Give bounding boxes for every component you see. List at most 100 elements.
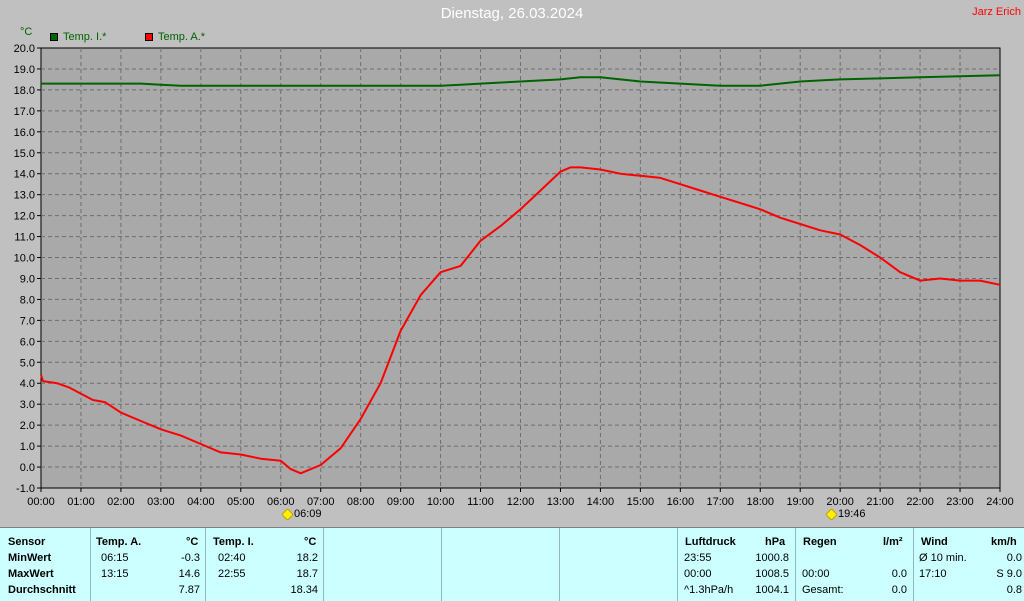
x-tick-label: 06:00 <box>267 496 295 508</box>
divider <box>677 528 678 601</box>
x-tick-label: 02:00 <box>107 496 135 508</box>
x-tick-label: 19:00 <box>786 496 814 508</box>
stats-cell-ti-time: 22:55 <box>218 568 246 580</box>
divider <box>323 528 324 601</box>
header-temp-a-unit: °C <box>186 536 199 548</box>
x-tick-label: 07:00 <box>307 496 335 508</box>
legend-label: Temp. I.* <box>63 31 107 43</box>
stats-cell-ti-val: 18.7 <box>296 568 318 580</box>
y-tick-label: 15.0 <box>14 148 35 160</box>
y-tick-label: -1.0 <box>16 483 35 495</box>
y-unit-label: °C <box>20 26 33 38</box>
header-temp-i: Temp. I. <box>213 536 254 548</box>
stats-cell-r-val: 0.0 <box>891 584 907 596</box>
stats-cell-p-time: 23:55 <box>684 552 712 564</box>
x-tick-label: 15:00 <box>627 496 655 508</box>
series-line-temp-i <box>41 74 1001 87</box>
stats-cell-p-time: ^1.3hPa/h <box>684 584 734 596</box>
stats-cell-p-val: 1008.5 <box>755 568 789 580</box>
stats-cell-r-time: Gesamt: <box>802 584 844 596</box>
x-tick-label: 05:00 <box>227 496 255 508</box>
grid <box>41 48 1000 488</box>
stats-table: Sensor Temp. A. °C Temp. I. °C Luftdruck… <box>0 527 1024 601</box>
divider <box>205 528 206 601</box>
y-tick-label: 0.0 <box>20 462 35 474</box>
sunset-time: 19:46 <box>838 508 866 520</box>
y-tick-label: 8.0 <box>20 294 35 306</box>
stats-cell-ta-val: -0.3 <box>181 552 200 564</box>
header-luftdruck: Luftdruck <box>685 536 736 548</box>
header-kmh: km/h <box>991 536 1017 548</box>
x-tick-label: 01:00 <box>67 496 95 508</box>
header-temp-i-unit: °C <box>304 536 317 548</box>
y-tick-label: 10.0 <box>14 253 35 265</box>
series-group <box>40 74 1001 475</box>
stats-cell-ti-val: 18.2 <box>296 552 318 564</box>
x-tick-label: 18:00 <box>746 496 774 508</box>
legend-swatch-icon <box>50 33 58 41</box>
legend-label: Temp. A.* <box>158 31 206 43</box>
divider <box>913 528 914 601</box>
y-tick-label: 6.0 <box>20 336 35 348</box>
stats-cell-w-time: Ø 10 min. <box>919 552 967 564</box>
stats-cell-w-time: 17:10 <box>919 568 947 580</box>
x-tick-label: 24:00 <box>986 496 1014 508</box>
header-wind: Wind <box>921 536 948 548</box>
header-hpa: hPa <box>765 536 786 548</box>
chart: 20.0 19.0 18.0 17.0 16.0 15.0 14.0 13.0 12.0 11.0… <box>14 43 1014 508</box>
sunrise-icon <box>281 507 294 521</box>
y-tick-label: 19.0 <box>14 64 35 76</box>
x-tick-label: 03:00 <box>147 496 175 508</box>
x-tick-label: 11:00 <box>467 496 494 508</box>
x-axis: 00:00 01:00 02:00 03:00 04:00 05:00 06:00 07:00… <box>27 488 1014 508</box>
sunset-marker: 19:46 <box>825 507 866 521</box>
divider <box>441 528 442 601</box>
x-tick-label: 17:00 <box>707 496 735 508</box>
x-tick-label: 04:00 <box>187 496 215 508</box>
x-tick-label: 21:00 <box>866 496 894 508</box>
stats-cell-label: MaxWert <box>8 568 54 580</box>
y-tick-label: 4.0 <box>20 378 35 390</box>
x-tick-label: 08:00 <box>347 496 375 508</box>
y-tick-label: 5.0 <box>20 357 35 369</box>
divider <box>559 528 560 601</box>
x-tick-label: 16:00 <box>667 496 695 508</box>
stats-cell-r-time: 00:00 <box>802 568 830 580</box>
stats-cell-ta-time: 06:15 <box>101 552 129 564</box>
x-tick-label: 22:00 <box>906 496 934 508</box>
x-tick-label: 20:00 <box>826 496 854 508</box>
sunset-icon <box>825 507 838 521</box>
x-tick-label: 23:00 <box>946 496 974 508</box>
y-tick-label: 1.0 <box>20 441 35 453</box>
divider <box>90 528 91 601</box>
sunrise-time: 06:09 <box>294 508 322 520</box>
header-lm2: l/m² <box>883 536 903 548</box>
legend-item-temp-i: Temp. I.* <box>50 31 106 43</box>
stats-cell-ti-time: 02:40 <box>218 552 246 564</box>
y-tick-label: 12.0 <box>14 211 35 223</box>
series-line-temp-a <box>40 166 1001 475</box>
header-temp-a: Temp. A. <box>96 536 142 548</box>
x-tick-label: 14:00 <box>587 496 615 508</box>
x-tick-label: 13:00 <box>547 496 575 508</box>
stats-cell-r-val: 0.0 <box>891 568 907 580</box>
y-tick-label: 14.0 <box>14 169 35 181</box>
y-tick-label: 13.0 <box>14 190 35 202</box>
y-tick-label: 20.0 <box>14 43 35 55</box>
stats-cell-p-val: 1004.1 <box>755 584 789 596</box>
stats-cell-p-time: 00:00 <box>684 568 712 580</box>
stats-cell-label: Durchschnitt <box>8 584 76 596</box>
stats-cell-w-val: 0.0 <box>1006 552 1022 564</box>
legend-item-temp-a: Temp. A.* <box>145 31 205 43</box>
author-label: Jarz Erich <box>972 6 1021 18</box>
header-regen: Regen <box>803 536 837 548</box>
chart-title: Dienstag, 26.03.2024 <box>440 5 584 22</box>
header-sensor: Sensor <box>8 536 46 548</box>
y-tick-label: 9.0 <box>20 273 35 285</box>
y-tick-label: 17.0 <box>14 106 35 118</box>
x-tick-label: 09:00 <box>387 496 415 508</box>
x-tick-label: 00:00 <box>27 496 55 508</box>
x-tick-label: 10:00 <box>427 496 455 508</box>
stats-cell-ti-val: 18.34 <box>290 584 318 596</box>
stats-cell-w-val: 0.8 <box>1006 584 1022 596</box>
